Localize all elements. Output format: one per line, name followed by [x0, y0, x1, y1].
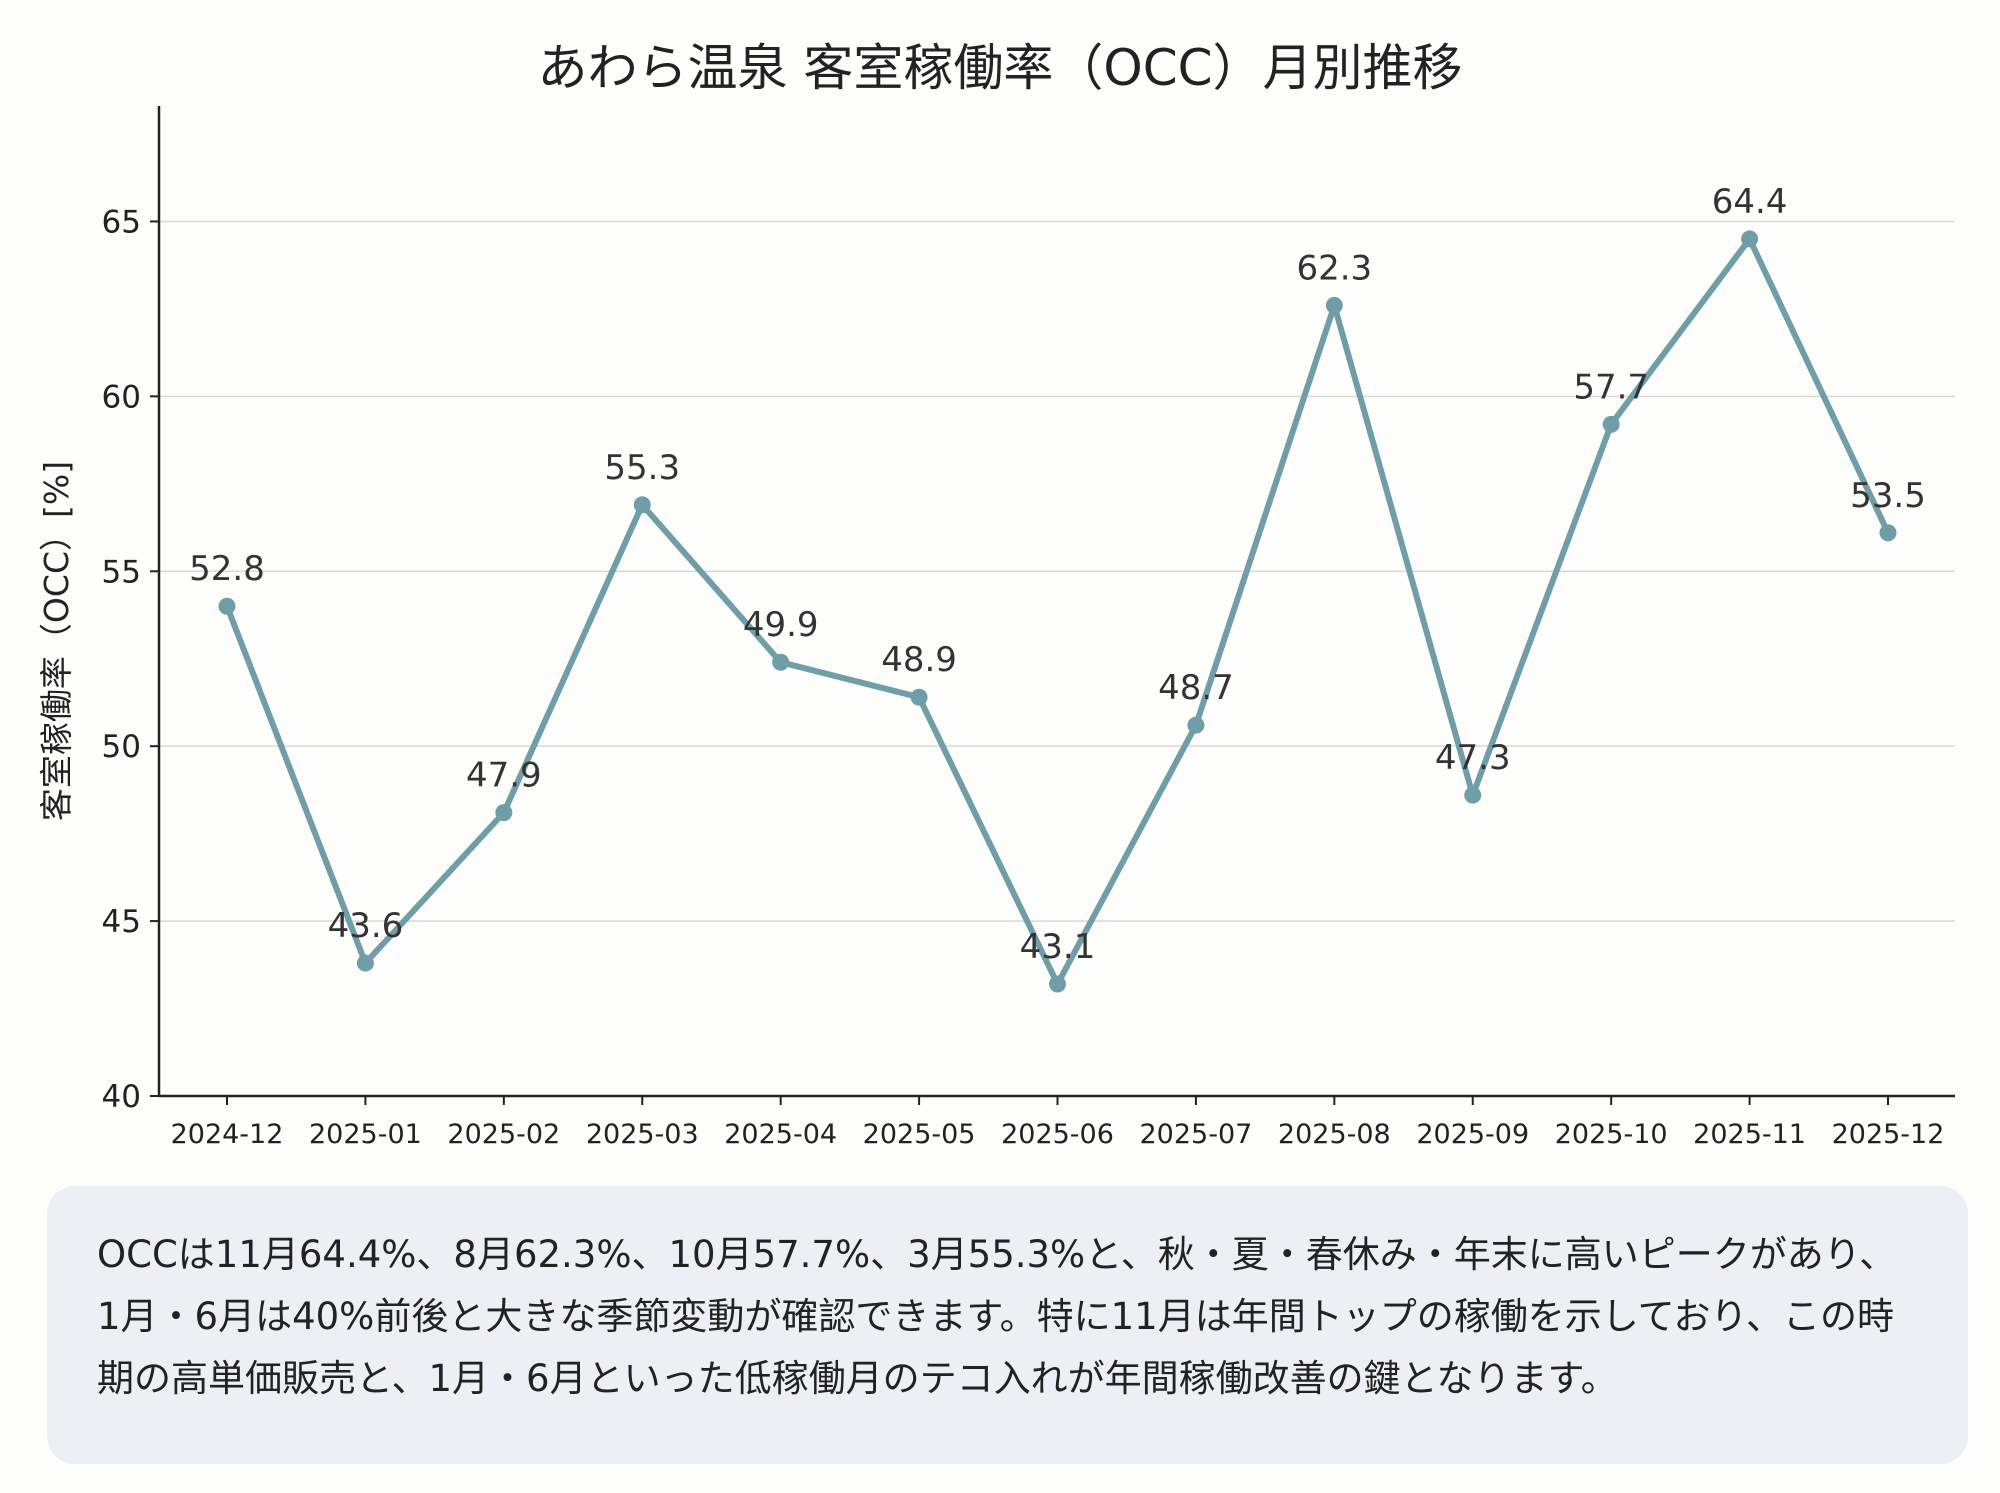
data-point [772, 653, 790, 671]
data-label: 62.3 [1296, 248, 1372, 288]
summary-note: OCCは11月64.4%、8月62.3%、10月57.7%、3月55.3%と、秋… [47, 1186, 1968, 1464]
x-tick-label: 2024-12 [171, 1119, 284, 1150]
data-label: 47.9 [466, 756, 542, 796]
y-tick-label: 60 [102, 379, 141, 415]
x-tick-label: 2025-12 [1832, 1119, 1945, 1150]
data-point [1741, 230, 1759, 248]
data-label: 48.7 [1158, 668, 1234, 708]
chart-title: あわら温泉 客室稼働率（OCC）月別推移 [537, 39, 1463, 97]
y-tick-label: 65 [102, 204, 141, 240]
data-label: 52.8 [189, 549, 265, 589]
series-line [224, 235, 1891, 988]
data-point [218, 597, 236, 615]
data-point [1879, 524, 1897, 542]
y-tick-label: 40 [102, 1079, 141, 1115]
y-axis-label: 客室稼働率（OCC）[%] [37, 461, 76, 821]
x-tick-label: 2025-06 [1001, 1119, 1114, 1150]
data-label: 49.9 [743, 605, 819, 645]
data-point [495, 804, 513, 822]
x-tick-label: 2025-11 [1693, 1119, 1806, 1150]
line-chart: 40 45 50 55 60 65 2024-12 2025-01 2025-02 2025-03… [37, 106, 1955, 1150]
data-label: 64.4 [1712, 182, 1788, 222]
data-point [1325, 296, 1343, 314]
x-tick-label: 2025-01 [309, 1119, 422, 1150]
data-label: 43.1 [1020, 927, 1096, 967]
data-point [1602, 415, 1620, 433]
data-point [910, 688, 928, 706]
data-label: 53.5 [1850, 476, 1926, 516]
y-tick-label: 45 [102, 904, 141, 940]
data-label: 43.6 [328, 906, 404, 946]
x-tick-label: 2025-10 [1555, 1119, 1668, 1150]
data-point [1049, 975, 1066, 993]
x-tick-label: 2025-05 [863, 1119, 976, 1150]
x-tick-label: 2025-02 [447, 1119, 560, 1150]
x-tick-label: 2025-07 [1140, 1119, 1253, 1150]
data-label: 57.7 [1573, 367, 1649, 407]
data-point [633, 496, 651, 514]
data-point [1464, 786, 1482, 804]
data-point [356, 954, 374, 972]
x-tick-label: 2025-03 [586, 1119, 699, 1150]
y-tick-label: 55 [102, 554, 141, 590]
x-tick-label: 2025-09 [1416, 1119, 1529, 1150]
x-tick-label: 2025-08 [1278, 1119, 1391, 1150]
data-point [1187, 716, 1205, 734]
y-tick-label: 50 [102, 729, 141, 765]
data-label: 48.9 [881, 640, 957, 680]
data-label: 55.3 [604, 448, 680, 488]
data-label: 47.3 [1435, 738, 1511, 778]
x-tick-label: 2025-04 [724, 1119, 837, 1150]
